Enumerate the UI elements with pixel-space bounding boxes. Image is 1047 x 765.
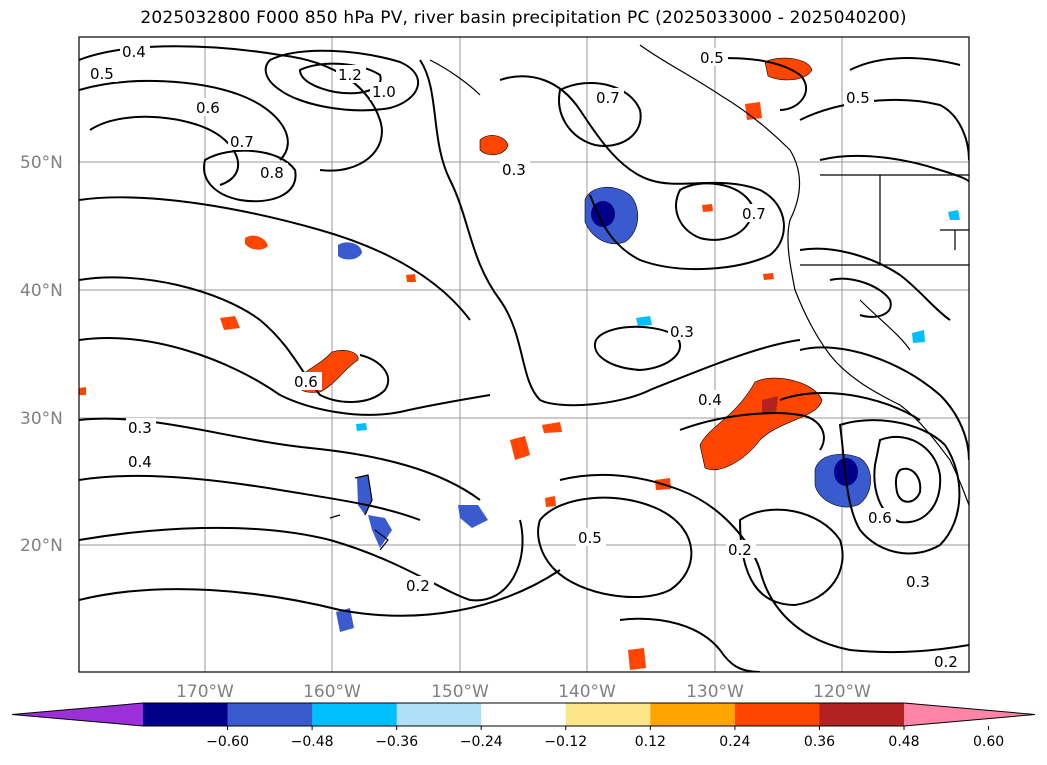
colorbar-tick-label: 0.60: [973, 734, 1004, 750]
colorbar-segment: [734, 703, 820, 726]
colorbar-segment: [481, 703, 567, 726]
colorbar-tick-label: 0.12: [635, 734, 666, 750]
pv-contours: [79, 45, 969, 672]
map-title: 2025032800 F000 850 hPa PV, river basin …: [140, 8, 907, 28]
lat-label-20n: 20°N: [20, 536, 63, 556]
contour-label: 1.2: [338, 66, 362, 84]
contour-label: 0.6: [196, 99, 220, 117]
contour-label: 0.2: [406, 577, 430, 595]
contour-label: 0.3: [502, 161, 526, 179]
colorbar-tick-label: −0.12: [544, 734, 587, 750]
lat-label-30n: 30°N: [20, 409, 63, 429]
contour-label: 0.5: [578, 529, 602, 547]
contour-label: 0.7: [742, 205, 766, 223]
colorbar-tick-label: 0.24: [719, 734, 750, 750]
lon-label-160w: 160°W: [303, 682, 361, 702]
contour-label: 0.3: [128, 419, 152, 437]
colorbar-extend-high: [904, 703, 1035, 726]
contour-label: 0.4: [122, 43, 146, 61]
colorbar-segment: [143, 703, 229, 726]
lon-label-130w: 130°W: [686, 682, 744, 702]
coastlines: [329, 44, 969, 551]
contour-label: 0.6: [868, 509, 892, 527]
lon-label-150w: 150°W: [431, 682, 489, 702]
colorbar-tick-label: 0.36: [804, 734, 835, 750]
contour-label: 0.8: [260, 164, 284, 182]
colorbar-segment: [396, 703, 482, 726]
contour-label: 0.5: [90, 65, 114, 83]
colorbar-tick-label: −0.36: [375, 734, 418, 750]
colorbar-tick-label: −0.60: [206, 734, 249, 750]
lon-label-170w: 170°W: [176, 682, 234, 702]
map-frame: [78, 36, 970, 673]
contour-label: 0.7: [230, 133, 254, 151]
lat-label-40n: 40°N: [20, 281, 63, 301]
lon-label-120w: 120°W: [813, 682, 871, 702]
contour-label: 0.6: [294, 373, 318, 391]
contour-label: 1.0: [372, 83, 396, 101]
contour-label: 0.3: [906, 573, 930, 591]
contour-label: 0.4: [128, 453, 152, 471]
latitude-labels: 50°N 40°N 30°N 20°N: [20, 153, 63, 556]
lon-label-140w: 140°W: [558, 682, 616, 702]
colorbar-tick-label: −0.48: [291, 734, 334, 750]
colorbar-outline: [11, 702, 1036, 727]
contour-labels: 0.4 0.5 0.6 0.7 0.8 1.0 1.2 0.3 0.2 0.4 …: [88, 42, 962, 671]
contour-label: 0.7: [596, 89, 620, 107]
colorbar-extend-low: [12, 703, 143, 726]
colorbar-segment: [312, 703, 398, 726]
colorbar-tick-label: −0.24: [460, 734, 503, 750]
contour-label: 0.2: [934, 653, 958, 671]
longitude-labels: 170°W 160°W 150°W 140°W 130°W 120°W: [176, 682, 871, 702]
contour-label: 0.4: [698, 391, 722, 409]
colorbar-tick-label: 0.48: [888, 734, 919, 750]
lat-label-50n: 50°N: [20, 153, 63, 173]
colorbar-segment: [650, 703, 736, 726]
precip-shading: [79, 57, 960, 670]
colorbar-segment: [227, 703, 313, 726]
colorbar-segment: [565, 703, 651, 726]
colorbar-segment: [819, 703, 905, 726]
contour-label: 0.5: [700, 49, 724, 67]
contour-label: 0.2: [728, 541, 752, 559]
contour-label: 0.5: [846, 89, 870, 107]
colorbar: −0.60 −0.48 −0.36 −0.24 −0.12 0.12 0.24 0.36 0.4…: [11, 702, 1036, 750]
contour-label: 0.3: [670, 323, 694, 341]
